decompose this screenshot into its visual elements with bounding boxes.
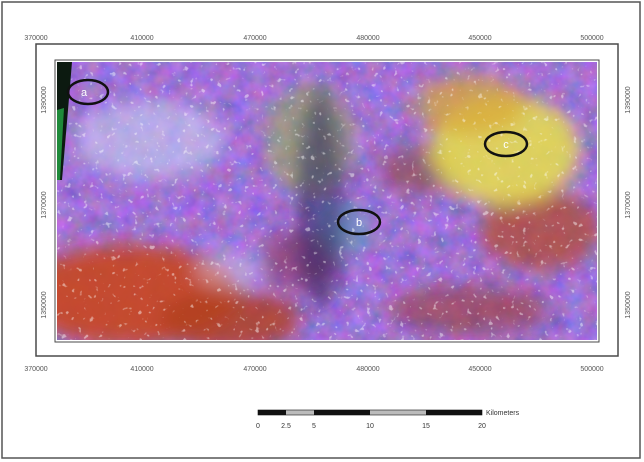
satellite-image bbox=[57, 62, 597, 340]
left-tick-label: 1390000 bbox=[41, 86, 48, 113]
top-tick-label: 470000 bbox=[243, 35, 266, 42]
scale-bar: Kilometers 0 2.5 5 10 15 20 bbox=[256, 409, 520, 430]
top-tick-label: 410000 bbox=[130, 35, 153, 42]
bottom-tick-label: 370000 bbox=[24, 366, 47, 373]
bottom-tick-label: 480000 bbox=[356, 366, 379, 373]
top-tick-label: 450000 bbox=[468, 35, 491, 42]
annotation-b: b bbox=[336, 208, 382, 236]
annotation-a-label: a bbox=[81, 87, 88, 99]
annotation-c: c bbox=[483, 130, 529, 158]
top-tick-labels: 370000 410000 470000 480000 450000 50000… bbox=[24, 35, 603, 42]
scale-segment bbox=[314, 410, 370, 415]
scale-segment bbox=[286, 410, 314, 415]
top-tick-label: 370000 bbox=[24, 35, 47, 42]
annotation-c-label: c bbox=[503, 139, 509, 151]
scale-unit: Kilometers bbox=[486, 410, 520, 417]
scale-label: 15 bbox=[422, 423, 430, 430]
left-tick-label: 1350000 bbox=[41, 291, 48, 318]
right-tick-labels: 1390000 1370000 1350000 bbox=[625, 86, 632, 318]
bottom-tick-label: 410000 bbox=[130, 366, 153, 373]
top-tick-label: 480000 bbox=[356, 35, 379, 42]
scale-label: 2.5 bbox=[281, 423, 291, 430]
right-tick-label: 1390000 bbox=[625, 86, 632, 113]
scale-label: 0 bbox=[256, 423, 260, 430]
scale-segment bbox=[426, 410, 482, 415]
right-tick-label: 1350000 bbox=[625, 291, 632, 318]
annotation-a: a bbox=[66, 78, 110, 106]
left-tick-label: 1370000 bbox=[41, 191, 48, 218]
bottom-tick-label: 450000 bbox=[468, 366, 491, 373]
scale-segment bbox=[258, 410, 286, 415]
bottom-tick-labels: 370000 410000 470000 480000 450000 50000… bbox=[24, 366, 603, 373]
right-tick-label: 1370000 bbox=[625, 191, 632, 218]
top-tick-label: 500000 bbox=[580, 35, 603, 42]
scale-label: 10 bbox=[366, 423, 374, 430]
map-inner-frame bbox=[54, 59, 600, 343]
bottom-tick-label: 500000 bbox=[580, 366, 603, 373]
scale-label: 5 bbox=[312, 423, 316, 430]
scale-label: 20 bbox=[478, 423, 486, 430]
scale-segment bbox=[370, 410, 426, 415]
bottom-tick-label: 470000 bbox=[243, 366, 266, 373]
annotation-b-label: b bbox=[356, 217, 362, 229]
left-tick-labels: 1390000 1370000 1350000 bbox=[41, 86, 48, 318]
